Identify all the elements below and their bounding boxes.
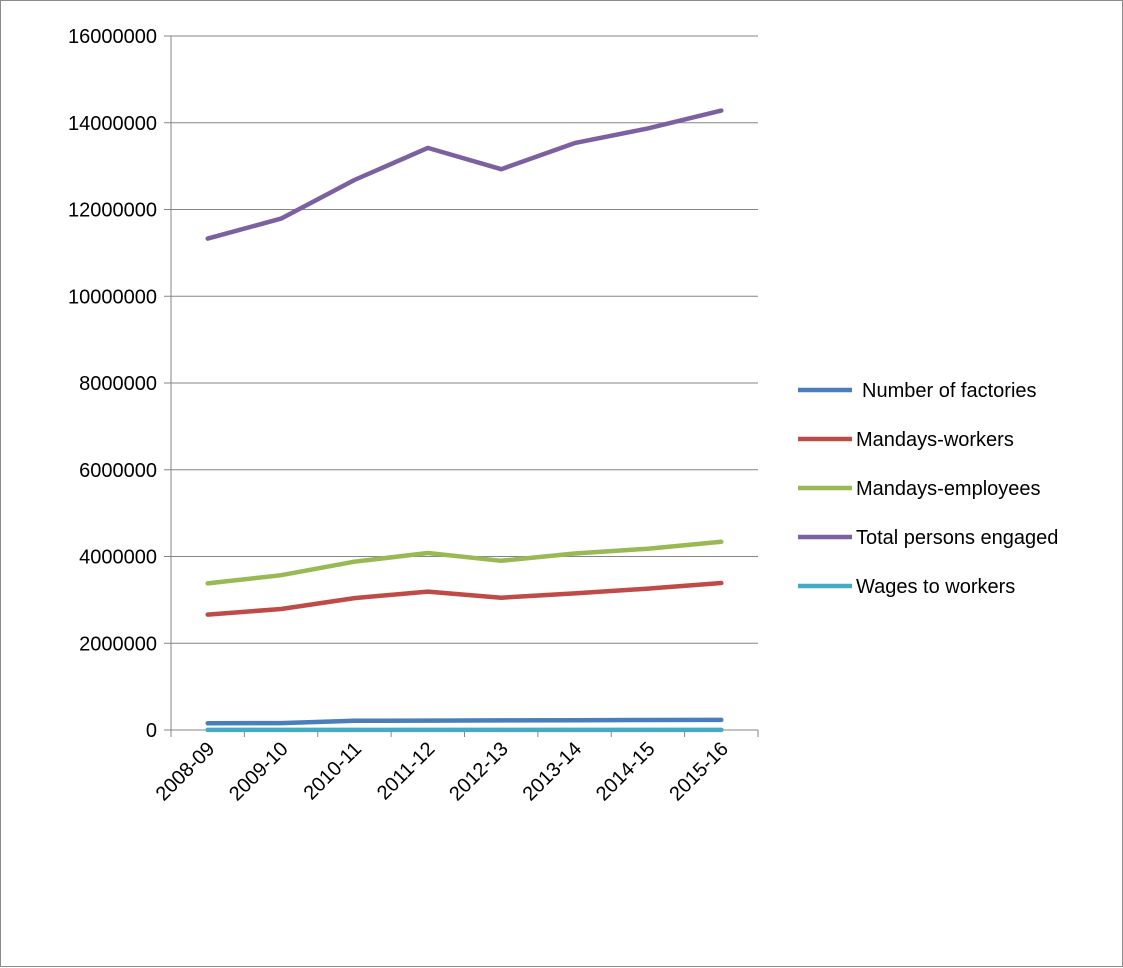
series-line-0 xyxy=(205,717,724,726)
x-tick-label: 2008-09 xyxy=(152,738,219,805)
gridlines xyxy=(171,35,758,644)
y-tick-label: 8000000 xyxy=(79,373,157,395)
legend: Number of factories Mandays-workers Manday… xyxy=(798,380,1058,598)
x-tick-label: 2011-12 xyxy=(373,738,439,804)
series-lines xyxy=(205,108,724,733)
legend-label: Number of factories xyxy=(862,380,1037,402)
y-tick-label: 4000000 xyxy=(79,547,157,569)
x-tick-label: 2014-15 xyxy=(592,738,659,805)
series-line-2 xyxy=(205,539,724,586)
legend-label: Total persons engaged xyxy=(856,527,1058,549)
y-tick-label: 14000000 xyxy=(68,113,157,135)
legend-label: Wages to workers xyxy=(856,576,1015,598)
y-tick-label: 12000000 xyxy=(68,200,157,222)
x-axis-tick-labels: 2008-09 2009-10 2010-11 2011-12 2012-13 2013-… xyxy=(152,738,733,805)
y-tick-label: 2000000 xyxy=(79,633,157,655)
x-tick-label: 2009-10 xyxy=(225,738,292,805)
series-line-1 xyxy=(205,580,724,617)
series-line-3 xyxy=(205,108,724,241)
y-tick-label: 6000000 xyxy=(79,460,157,482)
y-axis-tick-labels: 0 2000000 4000000 6000000 8000000 10000000 120… xyxy=(68,26,157,742)
x-tick-label: 2015-16 xyxy=(665,738,732,805)
x-tick-label: 2013-14 xyxy=(519,738,586,805)
legend-label: Mandays-employees xyxy=(856,478,1041,500)
x-tick-label: 2010-11 xyxy=(300,738,366,804)
y-tick-label: 10000000 xyxy=(68,286,157,308)
legend-label: Mandays-workers xyxy=(856,429,1014,451)
axes xyxy=(164,35,759,737)
y-tick-label: 0 xyxy=(146,720,157,742)
y-tick-label: 16000000 xyxy=(68,26,157,48)
x-tick-label: 2012-13 xyxy=(445,738,512,805)
